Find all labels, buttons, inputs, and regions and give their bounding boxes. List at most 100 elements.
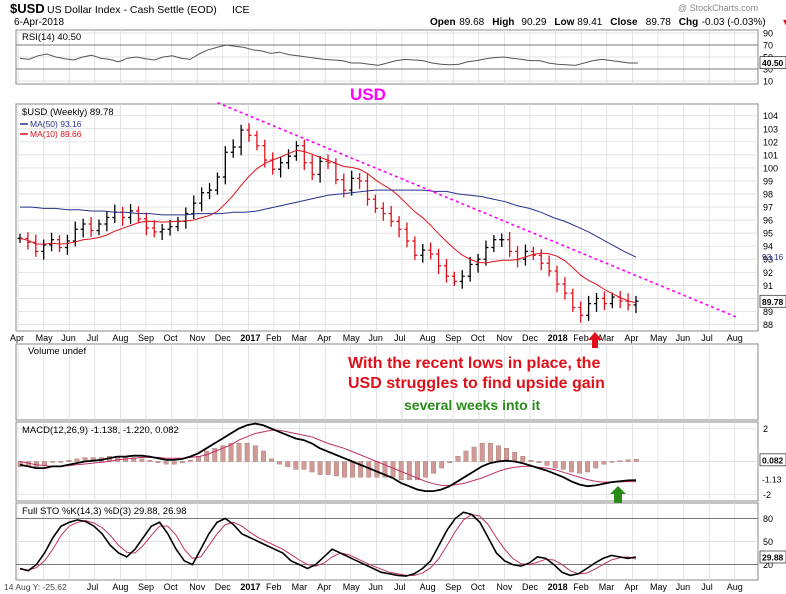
time-axis-label: Feb xyxy=(266,333,282,343)
time-axis-label: Feb xyxy=(266,582,282,592)
macd-histogram-bar xyxy=(309,461,315,473)
price-bar xyxy=(396,216,402,238)
macd-line xyxy=(19,422,637,493)
time-axis-label: Aug xyxy=(420,333,436,343)
price-bar xyxy=(143,212,149,236)
tick-label: 20 xyxy=(763,560,773,570)
macd-histogram-bar xyxy=(544,461,550,466)
time-axis-label: Nov xyxy=(496,582,513,592)
time-axis-label: Nov xyxy=(496,333,513,343)
time-axis-label: Dec xyxy=(215,333,232,343)
macd-histogram-bar xyxy=(333,461,339,477)
panel-price: 104103102101100999897969594939291908988$… xyxy=(15,101,786,332)
macd-histogram-bar xyxy=(593,461,599,469)
price-bar xyxy=(499,233,505,247)
symbol: $USD xyxy=(10,1,45,16)
price-bar xyxy=(443,258,449,283)
annotation-line-3: several weeks into it xyxy=(404,397,541,413)
price-bar xyxy=(554,265,560,293)
ohlc-label: Low xyxy=(554,17,574,28)
time-axis-label: Jul xyxy=(87,582,99,592)
panel-frame xyxy=(15,103,759,332)
macd-histogram-bar xyxy=(74,458,80,462)
tick-label: 101 xyxy=(763,150,778,160)
price-bar xyxy=(475,253,481,273)
price-bar xyxy=(483,240,489,266)
time-axis-label: Apr xyxy=(10,333,24,343)
macd-histogram-bar xyxy=(463,450,469,462)
annotation-line-1: With the recent lows in place, the xyxy=(348,355,600,372)
tick-label: 96 xyxy=(763,216,773,226)
price-bar xyxy=(159,223,165,241)
time-axis-label: Dec xyxy=(522,582,539,592)
price-bar xyxy=(104,211,110,232)
price-bar xyxy=(207,183,213,200)
macd-histogram-bar xyxy=(171,461,177,465)
tick-label: 103 xyxy=(763,124,778,134)
time-axis-label: Aug xyxy=(727,582,743,592)
macd-histogram-bar xyxy=(625,459,631,462)
ohlc-value: 89.41 xyxy=(577,17,602,28)
macd-histogram-bar xyxy=(601,461,607,465)
chart-date: 6-Apr-2018 xyxy=(14,17,64,28)
ma50-last-label: 93.16 xyxy=(762,252,784,262)
red-up-arrow-icon xyxy=(588,332,602,348)
rsi-series xyxy=(19,44,638,66)
tick-label: 93 xyxy=(763,255,773,265)
macd-histogram-bar xyxy=(609,461,615,463)
price-bar xyxy=(286,149,292,170)
time-axis-label: Jun xyxy=(676,333,691,343)
tick-label: 94 xyxy=(763,242,773,252)
ma10-line xyxy=(19,149,637,304)
time-axis-label: May xyxy=(650,333,668,343)
price-bar xyxy=(33,234,39,257)
price-bar xyxy=(428,242,434,260)
price-bar xyxy=(309,155,315,180)
macd-histogram-bar xyxy=(617,460,623,462)
time-axis-label: Jun xyxy=(61,333,76,343)
macd-histogram-bar xyxy=(520,456,526,462)
price-bar xyxy=(562,277,568,300)
tick-label: 104 xyxy=(763,111,778,121)
tick-label: 30 xyxy=(763,65,773,75)
time-axis-label: May xyxy=(343,582,361,592)
macd-histogram-bar xyxy=(212,448,218,462)
tick-label: 70 xyxy=(763,41,773,51)
macd-histogram-bar xyxy=(66,460,72,462)
macd-histogram-bar xyxy=(261,450,266,462)
price-bar xyxy=(372,194,378,213)
macd-histogram-bar xyxy=(536,461,542,463)
macd-histogram-bar xyxy=(236,442,242,462)
time-axis-label: Mar xyxy=(292,582,308,592)
macd-histogram-bar xyxy=(358,461,364,478)
time-axis-label: Sep xyxy=(445,333,461,343)
price-bar xyxy=(96,219,102,236)
tick-label: 10 xyxy=(763,77,773,87)
macd-histogram-bar xyxy=(317,461,323,475)
price-bar xyxy=(325,154,331,170)
time-axis-label: Jul xyxy=(701,582,713,592)
tick-label: 95 xyxy=(763,229,773,239)
macd-histogram-bar xyxy=(552,461,558,469)
macd-histogram-bar xyxy=(423,461,428,478)
macd-histogram-bar xyxy=(496,445,501,462)
macd-histogram-bar xyxy=(188,460,193,462)
last-value-label: 29.88 xyxy=(762,552,784,562)
tick-label: 80 xyxy=(763,514,773,524)
macd-histogram-bar xyxy=(406,461,412,481)
ohlc-label: High xyxy=(492,17,514,28)
green-up-arrow-icon xyxy=(610,486,626,503)
macd-histogram-bar xyxy=(220,445,226,462)
time-axis-label: Dec xyxy=(215,582,232,592)
tick-label: 97 xyxy=(763,203,773,213)
time-axis-label: Apr xyxy=(317,333,331,343)
price-bar xyxy=(364,174,370,206)
tick-label: 100 xyxy=(763,163,778,173)
panel-label: $USD (Weekly) 89.78 xyxy=(22,107,114,118)
panel-label: Volume undef xyxy=(28,346,86,357)
macd-histogram-bar xyxy=(269,458,274,462)
annotation-title: USD xyxy=(350,85,386,104)
price-bar xyxy=(412,236,418,260)
tick-label: 99 xyxy=(763,176,773,186)
